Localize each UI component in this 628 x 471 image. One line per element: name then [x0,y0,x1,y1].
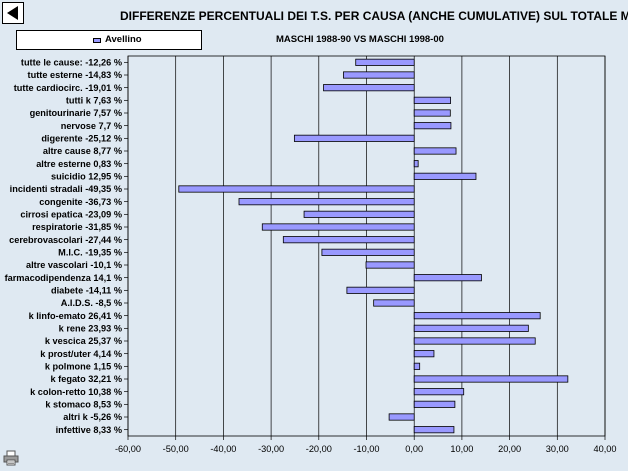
category-label: infettive 8,33 % [56,425,122,435]
bar [373,299,415,307]
category-label: k stomaco 8,53 % [45,400,122,410]
bar [365,261,415,269]
bar [388,413,415,421]
bar [323,84,415,92]
legend-swatch [93,38,101,43]
category-label: suicidio 12,95 % [51,172,122,182]
category-label: M.I.C. -19,35 % [58,248,122,258]
category-label: k fegato 32,21 % [51,374,123,384]
bar [355,58,415,66]
back-button[interactable] [2,2,24,24]
back-arrow-icon [7,6,18,20]
category-label: altre cause 8,77 % [43,146,122,156]
bar [413,337,536,345]
bar [282,236,415,244]
printer-icon[interactable] [3,450,19,466]
category-label: farmacodipendenza 14,1 % [5,273,122,283]
x-tick-label: -60,00 [115,444,141,454]
category-label: cirrosi epatica -23,09 % [20,210,122,220]
x-tick-label: -40,00 [210,444,236,454]
bar [413,362,421,370]
x-tick-label: 0,00 [405,444,423,454]
x-tick-label: -50,00 [163,444,189,454]
category-label: tutte esterne -14,83 % [28,70,122,80]
bar [413,312,541,320]
category-label: k polmone 1,15 % [45,362,122,372]
chart-title: DIFFERENZE PERCENTUALI DEI T.S. PER CAUS… [120,9,628,23]
bar [321,248,415,256]
bar [413,122,452,130]
bar [238,198,415,206]
bar [413,172,477,180]
bar [178,185,415,193]
bar [413,147,457,155]
x-tick-label: 30,00 [546,444,569,454]
category-label: respiratorie -31,85 % [32,222,122,232]
bar [293,134,415,142]
category-label: tutte cardiocirc. -19,01 % [14,83,122,93]
category-label: diabete -14,11 % [51,286,122,296]
category-label: tutte le cause: -12,26 % [21,58,122,68]
x-tick-label: -30,00 [258,444,284,454]
category-label: incidenti stradali -49,35 % [10,184,122,194]
bar [413,96,451,104]
category-label: altre vascolari -10,1 % [26,260,122,270]
bar [303,210,415,218]
x-tick-label: -10,00 [353,444,379,454]
legend-label: Avellino [105,34,142,45]
category-label: tutti k 7,63 % [66,96,122,106]
bar [343,71,415,79]
bar [413,388,465,396]
bar [413,350,435,358]
category-label: nervose 7,7 % [61,121,122,131]
category-label: altre esterne 0,83 % [36,159,122,169]
category-label: altri k -5,26 % [63,412,122,422]
bar [413,400,456,408]
category-label: cerebrovascolari -27,44 % [9,235,122,245]
chart-subtitle: MASCHI 1988-90 VS MASCHI 1998-00 [276,34,444,45]
x-tick-label: -20,00 [306,444,332,454]
category-label: A.I.D.S. -8,5 % [61,298,122,308]
bar [346,286,415,294]
bar [413,160,419,168]
bar [413,274,482,282]
category-label: genitourinarie 7,57 % [30,108,122,118]
legend: Avellino [16,30,202,50]
category-label: congenite -36,73 % [39,197,122,207]
x-tick-label: 10,00 [450,444,473,454]
x-tick-label: 40,00 [594,444,617,454]
category-label: digerente -25,12 % [41,134,122,144]
bar [413,109,451,117]
category-label: k colon-retto 10,38 % [30,387,122,397]
bar [413,426,455,434]
bar [413,324,529,332]
category-label: k vescica 25,37 % [45,336,122,346]
x-tick-label: 20,00 [498,444,521,454]
bar [413,375,569,383]
category-label: k prost/uter 4,14 % [40,349,122,359]
bar [261,223,415,231]
category-label: k linfo-emato 26,41 % [29,311,122,321]
category-label: k rene 23,93 % [59,324,122,334]
